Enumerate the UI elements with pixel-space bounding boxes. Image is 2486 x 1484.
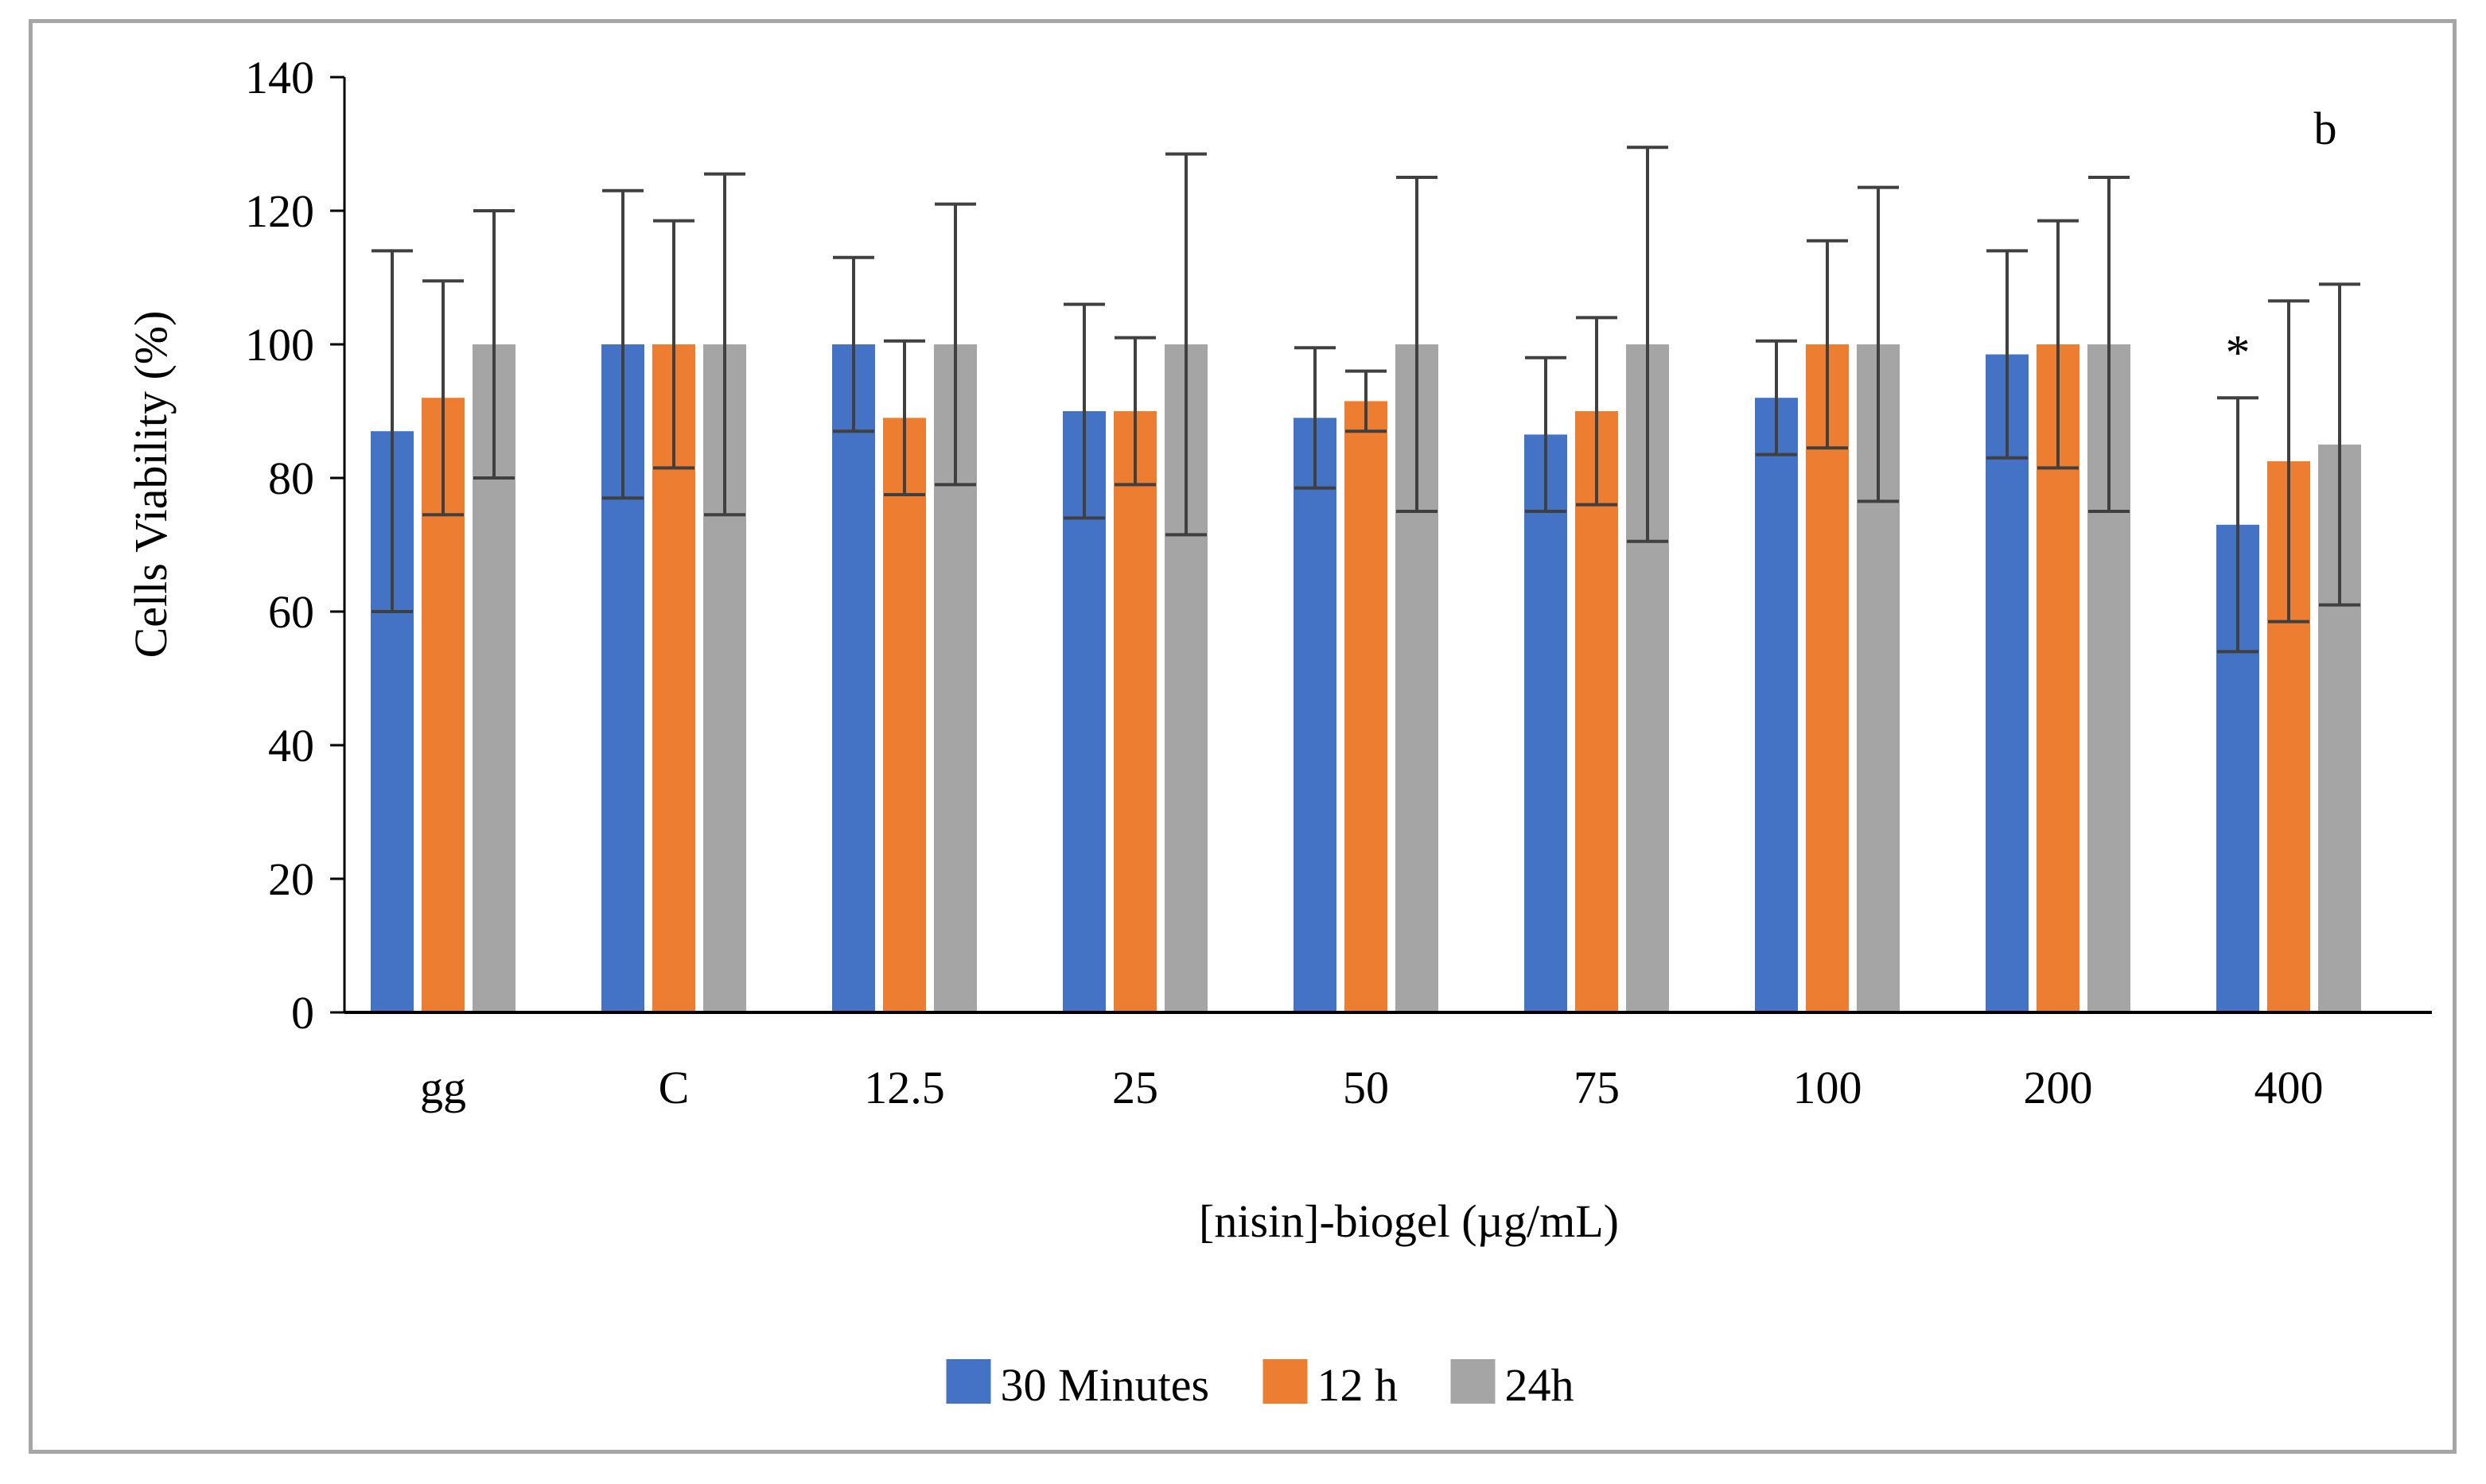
x-tick-label: 25 — [1112, 1062, 1158, 1113]
panel-label: b — [2314, 103, 2337, 154]
legend-swatch — [1450, 1359, 1496, 1404]
y-tick-label: 40 — [268, 720, 314, 771]
legend: 30 Minutes 12 h 24h — [946, 1359, 1574, 1411]
y-tick-label: 80 — [268, 453, 314, 504]
x-tick-label: 400 — [2255, 1062, 2324, 1113]
bar — [883, 418, 926, 1012]
x-tick-label: 200 — [2024, 1062, 2093, 1113]
bar — [1344, 401, 1387, 1012]
y-tick-label: 0 — [291, 987, 314, 1039]
x-tick-label: gg — [420, 1062, 466, 1113]
bar — [832, 344, 875, 1012]
bar — [1986, 354, 2029, 1013]
chart-svg: 0 20 40 60 80 100 120 140 gg C 12.5 25 50 75 100 200 40… — [125, 52, 2432, 1411]
bars-layer — [371, 344, 2361, 1013]
error-bars-layer — [372, 146, 2360, 654]
bar — [1575, 411, 1618, 1012]
legend-label: 12 h — [1317, 1359, 1399, 1411]
y-tick-label: 120 — [245, 185, 314, 237]
y-axis-ticks: 0 20 40 60 80 100 120 140 — [245, 52, 344, 1039]
y-tick-label: 60 — [268, 586, 314, 638]
bar — [1294, 418, 1336, 1012]
significance-asterisk: * — [2226, 326, 2251, 380]
x-tick-label: 12.5 — [864, 1062, 945, 1113]
legend-label: 30 Minutes — [1001, 1359, 1210, 1411]
x-tick-label: 100 — [1793, 1062, 1862, 1113]
chart-frame: 0 20 40 60 80 100 120 140 gg C 12.5 25 50 75 100 200 40… — [29, 19, 2457, 1454]
annotations-layer: * — [2226, 326, 2251, 380]
bar — [1114, 411, 1157, 1012]
y-tick-label: 100 — [245, 319, 314, 371]
x-tick-label: 50 — [1343, 1062, 1389, 1113]
x-tick-labels: gg C 12.5 25 50 75 100 200 400 — [420, 1062, 2324, 1113]
y-tick-label: 140 — [245, 52, 314, 103]
x-tick-label: C — [659, 1062, 690, 1113]
x-axis-label: [nisin]-biogel (µg/mL) — [1199, 1195, 1619, 1247]
axes-layer — [343, 77, 2432, 1014]
legend-swatch — [946, 1359, 991, 1404]
y-axis-label: Cells Viability (%) — [125, 311, 177, 658]
legend-swatch — [1262, 1359, 1308, 1404]
x-tick-label: 75 — [1574, 1062, 1620, 1113]
legend-label: 24h — [1505, 1359, 1574, 1411]
bar — [1806, 344, 1849, 1012]
bar — [1755, 398, 1798, 1012]
y-tick-label: 20 — [268, 853, 314, 905]
bar — [1524, 434, 1567, 1012]
